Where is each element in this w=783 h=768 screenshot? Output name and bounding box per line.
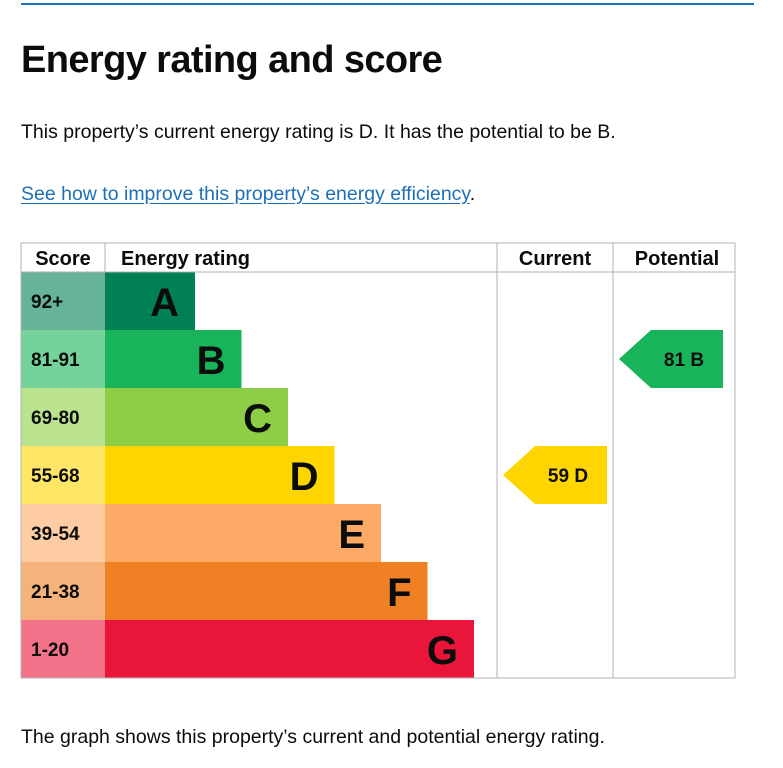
score-range-c: 69-80 bbox=[31, 408, 80, 429]
rating-bar-b bbox=[105, 330, 242, 388]
current-rating-label: 59 D bbox=[548, 466, 588, 487]
score-range-g: 1-20 bbox=[31, 640, 69, 661]
current-rating-arrow bbox=[503, 446, 607, 504]
rating-letter-g: G bbox=[427, 629, 458, 673]
rating-bar-f bbox=[105, 562, 428, 620]
rating-bar-g bbox=[105, 620, 474, 678]
chart-caption: The graph shows this property’s current … bbox=[21, 726, 605, 748]
rating-letter-d: D bbox=[290, 455, 319, 499]
potential-rating-label: 81 B bbox=[664, 350, 704, 371]
score-cell-c bbox=[21, 388, 105, 446]
score-cell-f bbox=[21, 562, 105, 620]
header-score: Score bbox=[35, 248, 91, 270]
rating-letter-c: C bbox=[243, 397, 272, 441]
score-cell-e bbox=[21, 504, 105, 562]
header-potential: Potential bbox=[635, 248, 719, 270]
potential-rating-arrow bbox=[619, 330, 723, 388]
rating-letter-f: F bbox=[387, 571, 411, 615]
rating-summary: This property’s current energy rating is… bbox=[21, 121, 616, 143]
score-cell-g bbox=[21, 620, 105, 678]
header-rating: Energy rating bbox=[121, 248, 250, 270]
score-cell-b bbox=[21, 330, 105, 388]
rating-letter-a: A bbox=[150, 281, 179, 325]
top-rule bbox=[21, 3, 754, 5]
score-range-a: 92+ bbox=[31, 292, 63, 313]
rating-bar-a bbox=[105, 272, 195, 330]
score-cell-a bbox=[21, 272, 105, 330]
improve-paragraph: See how to improve this property’s energ… bbox=[21, 180, 475, 208]
score-cell-d bbox=[21, 446, 105, 504]
score-range-b: 81-91 bbox=[31, 350, 80, 371]
score-range-f: 21-38 bbox=[31, 582, 80, 603]
score-range-e: 39-54 bbox=[31, 524, 80, 545]
rating-letter-b: B bbox=[197, 339, 226, 383]
improve-efficiency-link[interactable]: See how to improve this property’s energ… bbox=[21, 183, 470, 205]
rating-bar-d bbox=[105, 446, 335, 504]
score-range-d: 55-68 bbox=[31, 466, 80, 487]
rating-bar-c bbox=[105, 388, 288, 446]
improve-suffix: . bbox=[469, 183, 476, 205]
rating-bar-e bbox=[105, 504, 381, 562]
page-title: Energy rating and score bbox=[21, 39, 443, 81]
header-current: Current bbox=[519, 248, 592, 270]
rating-letter-e: E bbox=[338, 513, 365, 557]
